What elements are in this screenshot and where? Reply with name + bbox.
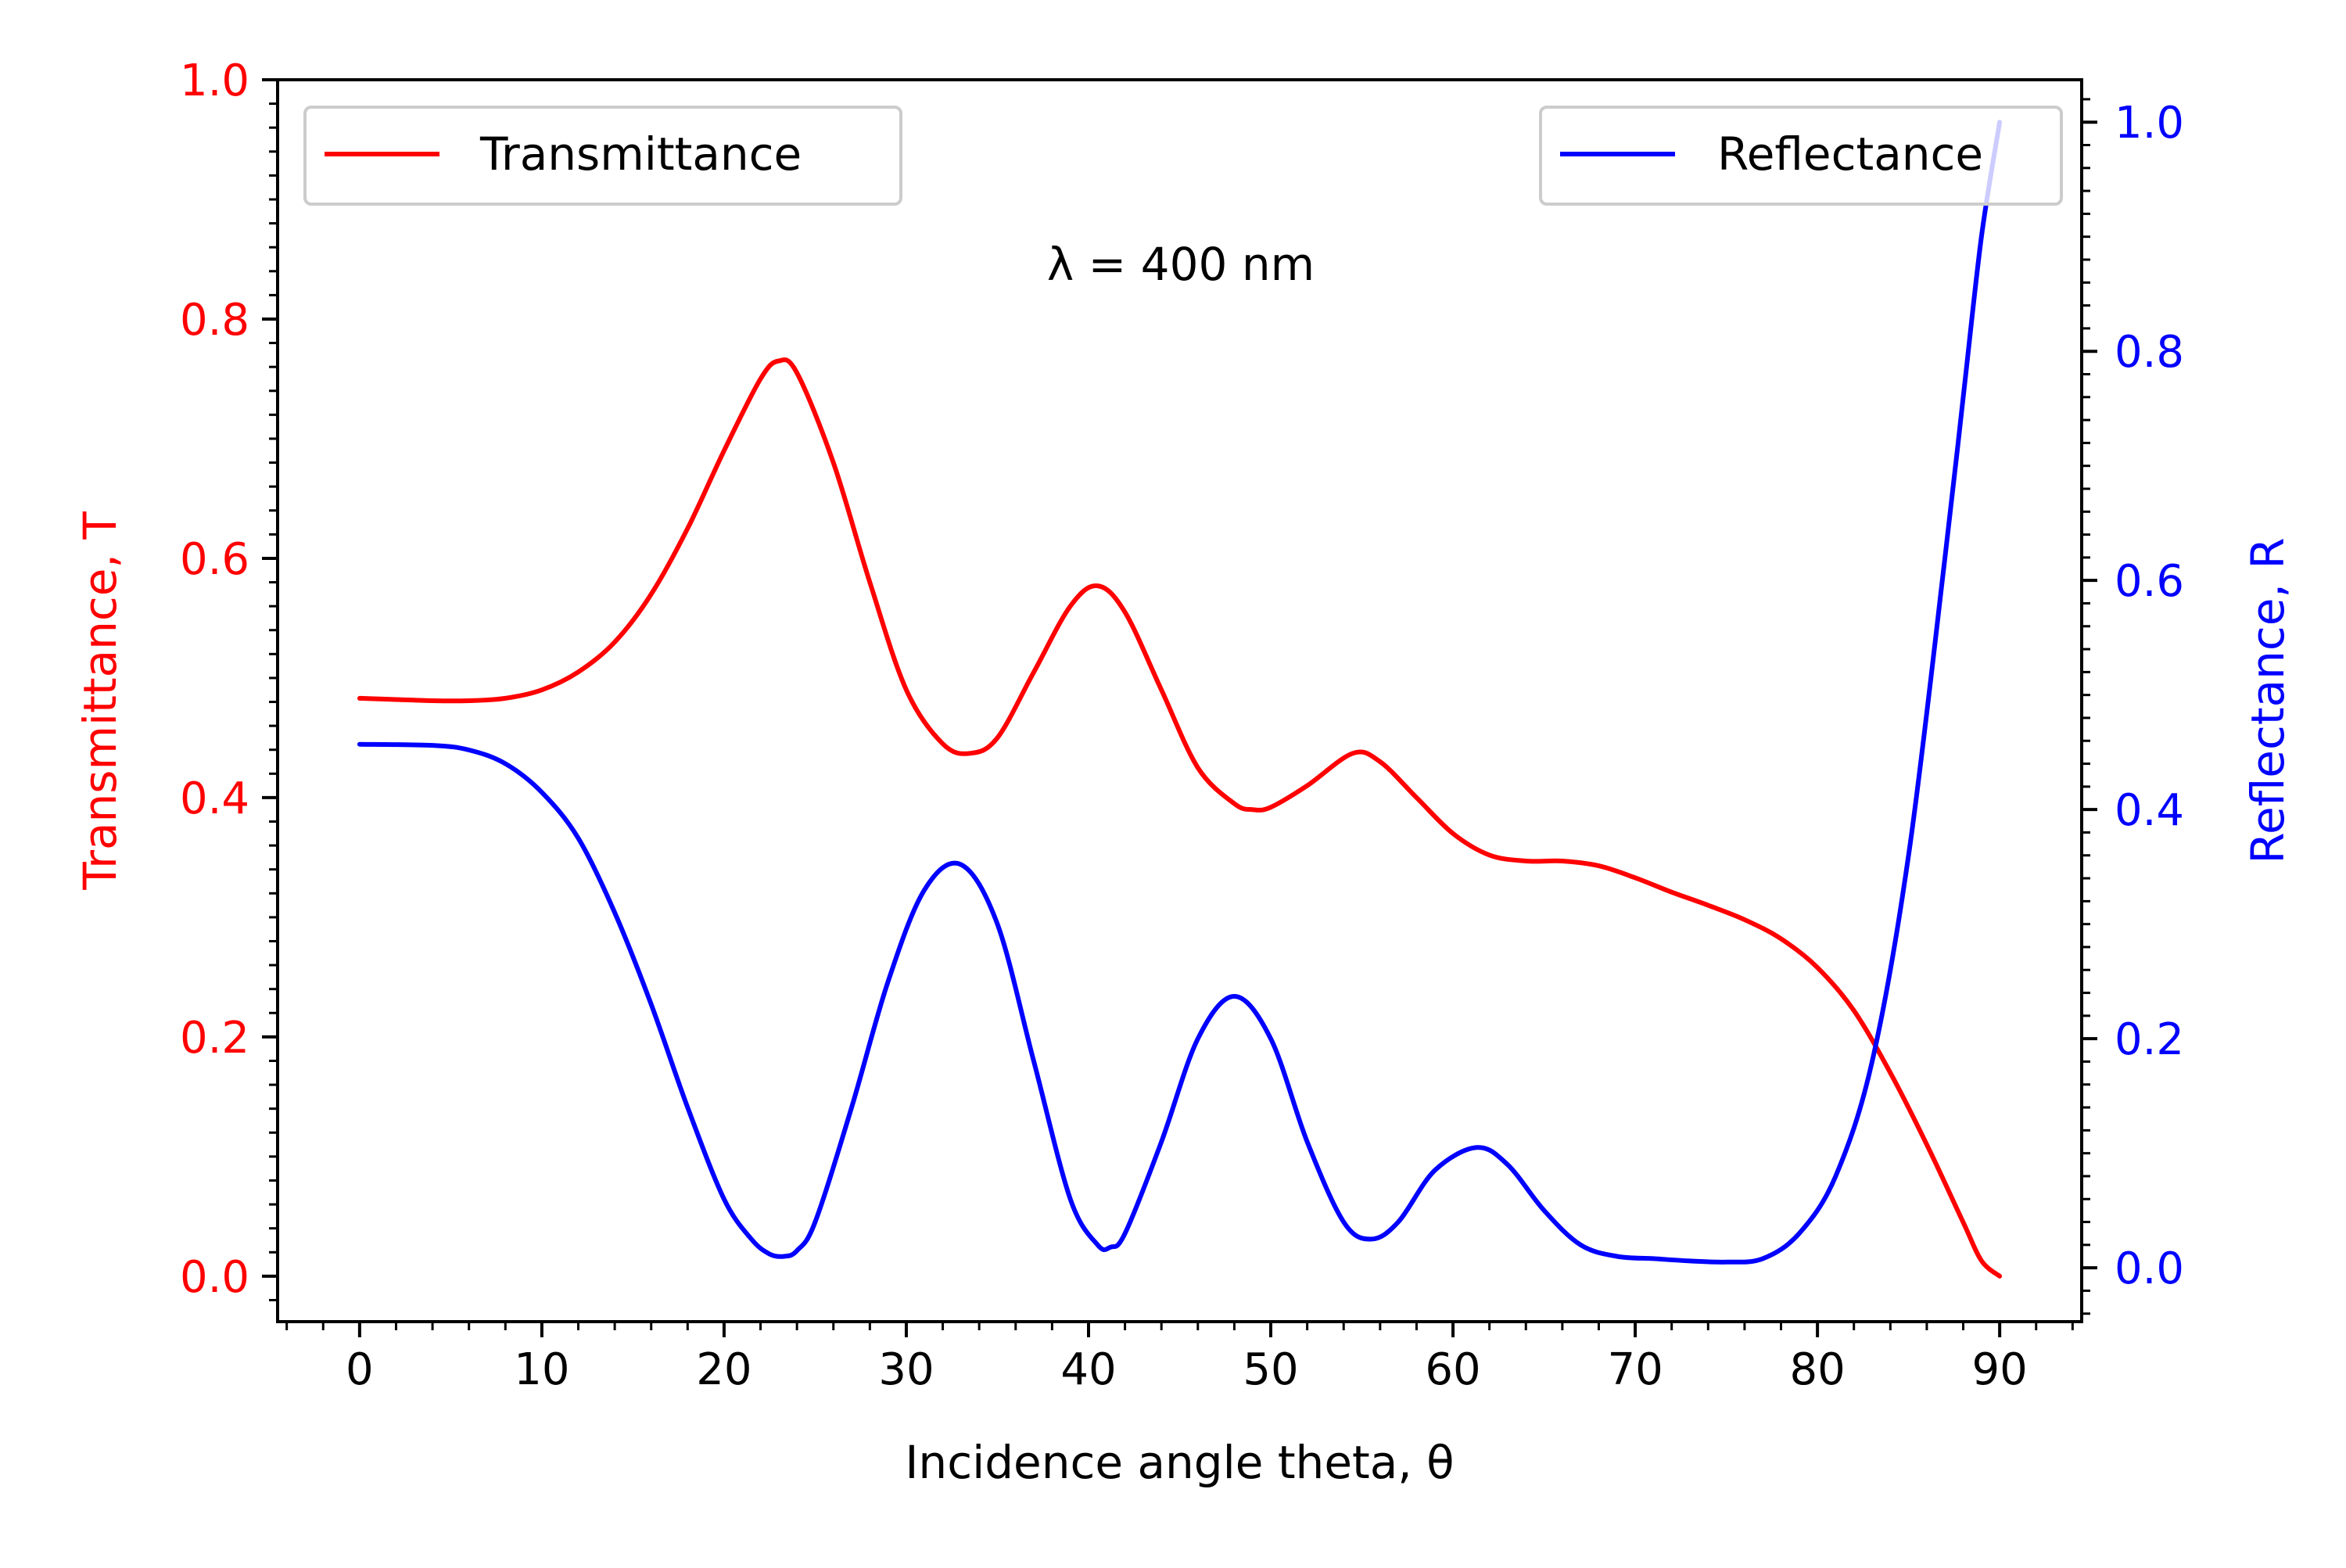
- wavelength-annotation: λ = 400 nm: [1047, 238, 1315, 291]
- series-line-transmittance: [357, 357, 2003, 1279]
- x-tick-label: 0: [346, 1344, 374, 1395]
- legend-reflectance-label: Reflectance: [1717, 127, 1983, 181]
- left-y-tick-label: 0.8: [180, 295, 249, 346]
- left-y-tick-label: 0.4: [180, 773, 249, 824]
- x-tick-label: 50: [1243, 1344, 1298, 1395]
- legend-transmittance: Transmittance: [303, 106, 902, 206]
- left-y-tick-label: 0.2: [180, 1013, 249, 1064]
- left-y-tick-label: 0.6: [180, 534, 249, 585]
- left-y-tick-label: 1.0: [180, 56, 249, 106]
- right-y-tick-label: 0.4: [2115, 785, 2184, 836]
- x-axis-title: Incidence angle theta, θ: [905, 1436, 1454, 1489]
- legend-reflectance-box: [1539, 106, 2063, 206]
- x-tick-label: 80: [1789, 1344, 1845, 1395]
- x-tick-label: 70: [1607, 1344, 1663, 1395]
- legend-transmittance-label: Transmittance: [479, 127, 802, 181]
- right-y-tick-label: 0.8: [2115, 327, 2184, 378]
- x-tick-label: 20: [696, 1344, 752, 1395]
- right-y-axis-title: Reflectance, R: [2241, 537, 2294, 863]
- series-line-reflectance: [357, 120, 2003, 1265]
- right-y-tick-label: 0.6: [2115, 556, 2184, 607]
- legend-transmittance-box: [303, 106, 902, 206]
- right-y-tick-label: 0.2: [2115, 1014, 2184, 1065]
- plot-frame: [276, 78, 2083, 1323]
- x-axis-ticks: 0 10 20 30 40 50 60 70 80 90: [285, 1322, 2074, 1395]
- left-y-tick-label: 0.0: [180, 1252, 249, 1303]
- right-y-tick-label: 0.0: [2115, 1243, 2184, 1294]
- legend-reflectance: Reflectance: [1539, 106, 2063, 206]
- x-tick-label: 30: [878, 1344, 934, 1395]
- x-tick-label: 90: [1972, 1344, 2028, 1395]
- x-tick-label: 10: [514, 1344, 569, 1395]
- x-tick-label: 40: [1060, 1344, 1116, 1395]
- right-y-tick-label: 1.0: [2115, 98, 2184, 149]
- series-layer: [357, 120, 2003, 1279]
- left-y-axis-title: Transmittance, T: [74, 511, 127, 891]
- right-y-axis-ticks: 0.0 0.2 0.4 0.6 0.8 1.0: [2082, 98, 2184, 1315]
- x-tick-label: 60: [1425, 1344, 1480, 1395]
